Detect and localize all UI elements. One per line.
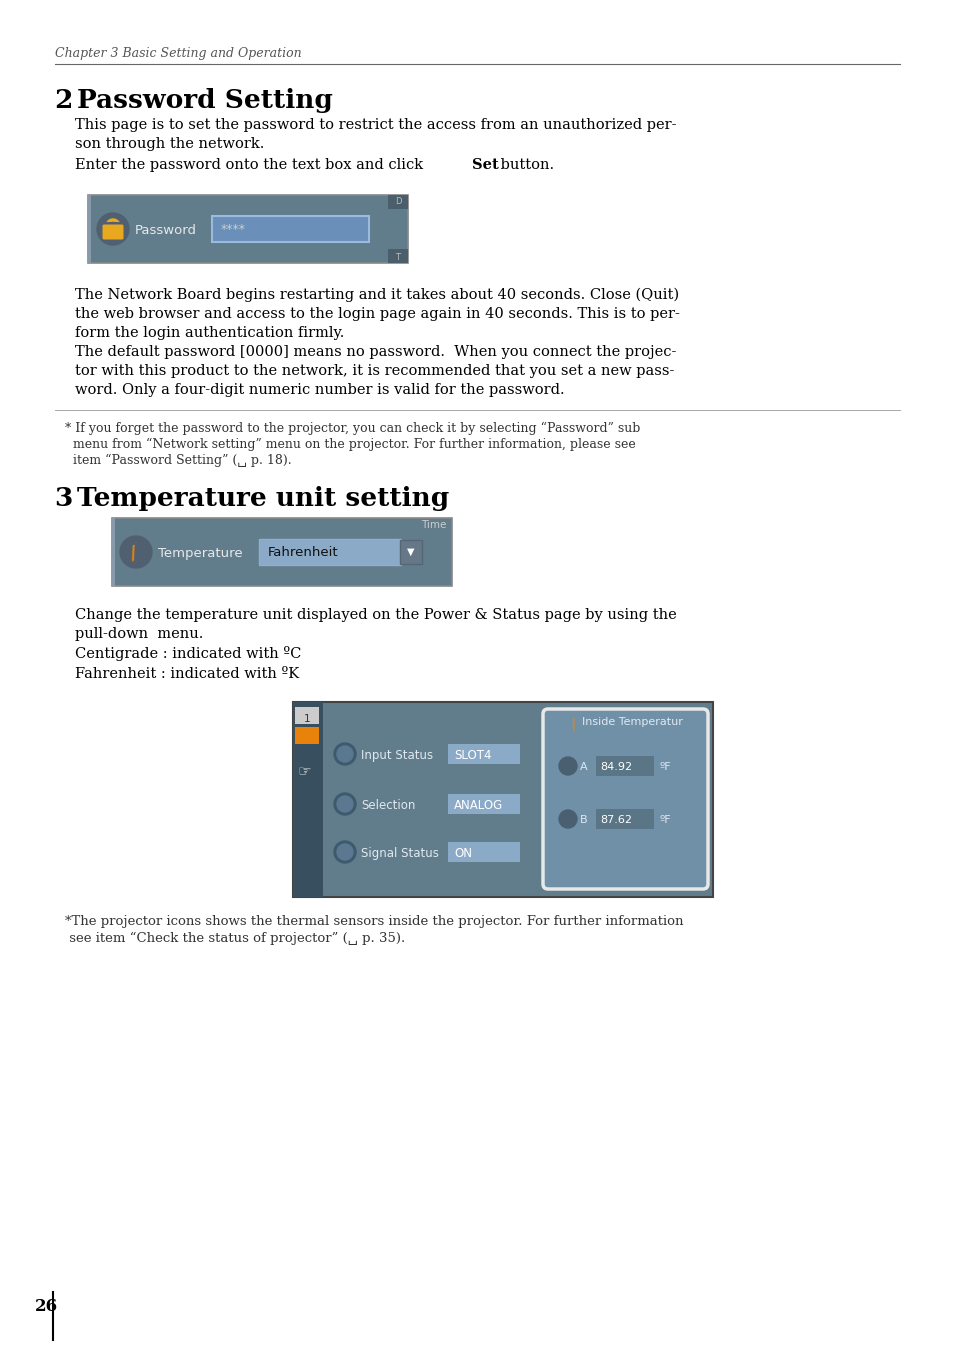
Text: ºF: ºF	[659, 815, 671, 825]
Text: word. Only a four-digit numeric number is valid for the password.: word. Only a four-digit numeric number i…	[75, 383, 564, 397]
Bar	[294, 727, 318, 744]
Text: 1: 1	[303, 714, 310, 725]
Bar	[448, 794, 519, 814]
FancyBboxPatch shape	[212, 216, 369, 242]
Text: D: D	[395, 197, 401, 206]
Text: button.: button.	[496, 158, 554, 172]
Text: ▼: ▼	[407, 548, 415, 557]
Text: 26: 26	[35, 1298, 58, 1315]
Text: SLOT4: SLOT4	[454, 749, 491, 763]
Circle shape	[97, 214, 129, 245]
FancyBboxPatch shape	[542, 708, 707, 890]
Text: Temperature unit setting: Temperature unit setting	[77, 485, 449, 511]
Text: /: /	[569, 718, 578, 733]
Text: son through the network.: son through the network.	[75, 137, 264, 151]
Text: 2: 2	[55, 88, 82, 114]
Bar	[112, 518, 452, 585]
Bar	[388, 249, 408, 264]
Bar	[105, 222, 121, 227]
Text: 87.62: 87.62	[599, 815, 631, 825]
Text: The Network Board begins restarting and it takes about 40 seconds. Close (Quit): The Network Board begins restarting and …	[75, 288, 679, 303]
Text: Temperature: Temperature	[158, 548, 242, 560]
Text: /: /	[128, 544, 139, 564]
Bar	[399, 539, 421, 564]
Text: * If you forget the password to the projector, you can check it by selecting “Pa: * If you forget the password to the proj…	[65, 422, 639, 435]
Text: Signal Status: Signal Status	[360, 846, 438, 860]
Bar	[448, 744, 519, 764]
Text: item “Password Setting” (␣ p. 18).: item “Password Setting” (␣ p. 18).	[65, 454, 292, 468]
Text: B: B	[579, 815, 587, 825]
Circle shape	[334, 841, 355, 863]
Text: 84.92: 84.92	[599, 763, 632, 772]
Text: the web browser and access to the login page again in 40 seconds. This is to per: the web browser and access to the login …	[75, 307, 679, 320]
Text: A: A	[579, 763, 587, 772]
Text: Input Status: Input Status	[360, 749, 433, 763]
Text: Change the temperature unit displayed on the Power & Status page by using the: Change the temperature unit displayed on…	[75, 608, 676, 622]
Text: Set: Set	[472, 158, 498, 172]
FancyBboxPatch shape	[102, 224, 123, 239]
Text: Enter the password onto the text box and click: Enter the password onto the text box and…	[75, 158, 427, 172]
Text: ☞: ☞	[297, 764, 311, 779]
Text: tor with this product to the network, it is recommended that you set a new pass-: tor with this product to the network, it…	[75, 364, 674, 379]
Text: Time: Time	[421, 521, 446, 530]
Text: Password: Password	[135, 224, 196, 237]
Circle shape	[120, 535, 152, 568]
Text: ON: ON	[454, 846, 472, 860]
Text: see item “Check the status of projector” (␣ p. 35).: see item “Check the status of projector”…	[65, 932, 405, 945]
Circle shape	[334, 794, 355, 815]
Text: Centigrade : indicated with ºC: Centigrade : indicated with ºC	[75, 646, 301, 661]
Text: ºF: ºF	[659, 763, 671, 772]
Circle shape	[336, 844, 353, 860]
Bar	[596, 808, 654, 829]
Text: menu from “Network setting” menu on the projector. For further information, plea: menu from “Network setting” menu on the …	[65, 438, 635, 452]
Text: Password Setting: Password Setting	[77, 88, 333, 114]
Text: Selection: Selection	[360, 799, 415, 813]
FancyBboxPatch shape	[258, 539, 400, 565]
Text: T: T	[395, 253, 400, 262]
Text: pull-down  menu.: pull-down menu.	[75, 627, 203, 641]
Bar	[88, 195, 91, 264]
Circle shape	[334, 744, 355, 765]
Text: 3: 3	[55, 485, 82, 511]
Circle shape	[336, 746, 353, 763]
Bar	[293, 702, 323, 896]
Text: *The projector icons shows the thermal sensors inside the projector. For further: *The projector icons shows the thermal s…	[65, 915, 682, 927]
Bar	[112, 518, 115, 585]
Bar	[293, 702, 712, 896]
Text: This page is to set the password to restrict the access from an unauthorized per: This page is to set the password to rest…	[75, 118, 676, 132]
Circle shape	[336, 796, 353, 813]
Text: Fahrenheit: Fahrenheit	[268, 546, 338, 558]
Bar	[294, 707, 318, 725]
Bar	[596, 756, 654, 776]
Text: ****: ****	[221, 223, 246, 237]
Text: ANALOG: ANALOG	[454, 799, 503, 813]
Text: Chapter 3 Basic Setting and Operation: Chapter 3 Basic Setting and Operation	[55, 47, 301, 59]
Text: The default password [0000] means no password.  When you connect the projec-: The default password [0000] means no pas…	[75, 345, 676, 360]
Bar	[448, 842, 519, 863]
Circle shape	[558, 810, 577, 827]
Text: form the login authentication firmly.: form the login authentication firmly.	[75, 326, 344, 339]
Text: Inside Temperatur: Inside Temperatur	[581, 717, 682, 727]
Circle shape	[558, 757, 577, 775]
Bar	[88, 195, 408, 264]
Text: Fahrenheit : indicated with ºK: Fahrenheit : indicated with ºK	[75, 667, 299, 681]
Bar	[388, 195, 408, 210]
